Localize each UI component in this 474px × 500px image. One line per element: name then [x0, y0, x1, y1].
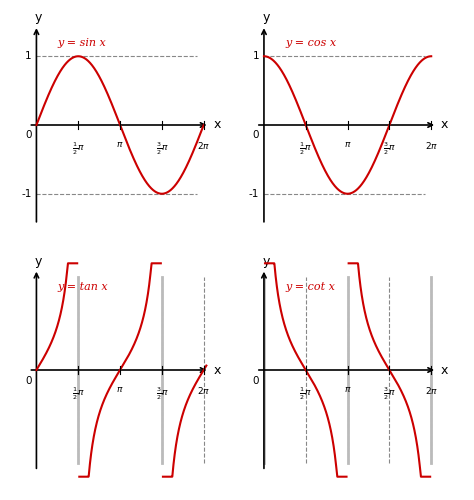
Text: x: x — [213, 118, 221, 132]
Text: $\pi$: $\pi$ — [344, 386, 351, 394]
Text: x: x — [213, 364, 221, 376]
Text: $\frac{1}{2}\pi$: $\frac{1}{2}\pi$ — [72, 140, 84, 157]
Text: y = sin x: y = sin x — [58, 38, 107, 48]
Text: y: y — [263, 255, 270, 268]
Text: $\frac{3}{2}\pi$: $\frac{3}{2}\pi$ — [383, 386, 396, 402]
Text: -1: -1 — [249, 188, 259, 198]
Text: $2\pi$: $2\pi$ — [425, 386, 438, 396]
Text: $\frac{3}{2}\pi$: $\frac{3}{2}\pi$ — [155, 386, 168, 402]
Text: y = cos x: y = cos x — [285, 38, 337, 48]
Text: $\frac{1}{2}\pi$: $\frac{1}{2}\pi$ — [300, 386, 312, 402]
Text: 1: 1 — [253, 52, 259, 61]
Text: $\pi$: $\pi$ — [344, 140, 351, 149]
Text: x: x — [441, 364, 448, 376]
Text: $\frac{3}{2}\pi$: $\frac{3}{2}\pi$ — [383, 140, 396, 157]
Text: x: x — [441, 118, 448, 132]
Text: $\pi$: $\pi$ — [116, 386, 124, 394]
Text: $2\pi$: $2\pi$ — [197, 140, 210, 151]
Text: y = cot x: y = cot x — [285, 282, 335, 292]
Text: y: y — [35, 255, 42, 268]
Text: $2\pi$: $2\pi$ — [197, 386, 210, 396]
Text: 0: 0 — [25, 130, 32, 140]
Text: $\pi$: $\pi$ — [116, 140, 124, 149]
Text: -1: -1 — [21, 188, 32, 198]
Text: 0: 0 — [253, 376, 259, 386]
Text: y = tan x: y = tan x — [58, 282, 109, 292]
Text: 0: 0 — [253, 130, 259, 140]
Text: 0: 0 — [25, 376, 32, 386]
Text: y: y — [35, 11, 42, 24]
Text: 1: 1 — [25, 52, 32, 61]
Text: $\frac{1}{2}\pi$: $\frac{1}{2}\pi$ — [72, 386, 84, 402]
Text: $2\pi$: $2\pi$ — [425, 140, 438, 151]
Text: y: y — [263, 11, 270, 24]
Text: $\frac{1}{2}\pi$: $\frac{1}{2}\pi$ — [300, 140, 312, 157]
Text: $\frac{3}{2}\pi$: $\frac{3}{2}\pi$ — [155, 140, 168, 157]
